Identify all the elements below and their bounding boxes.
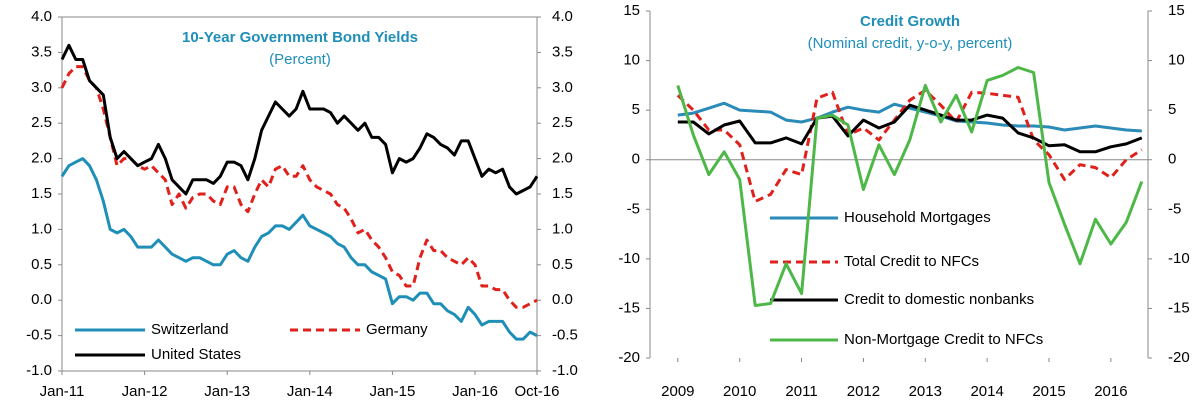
x-tick-label: 2009: [661, 383, 694, 400]
y2-tick-label: -0.5: [552, 327, 578, 344]
y2-tick-label: 15: [1168, 2, 1185, 19]
x-tick-label: 2012: [847, 383, 880, 400]
y2-tick-label: 3.5: [552, 43, 573, 60]
x-tick-label: 2016: [1094, 383, 1127, 400]
x-tick-label: 2010: [723, 383, 756, 400]
x-tick-label: Jan-13: [204, 383, 250, 400]
y-tick-label: 15: [623, 2, 640, 19]
y-tick-label: -5: [627, 200, 640, 217]
y2-tick-label: 3.0: [552, 79, 573, 96]
y2-tick-label: 4.0: [552, 8, 573, 25]
y-tick-label: -15: [618, 299, 640, 316]
y-tick-label: 0: [632, 151, 640, 168]
y2-tick-label: 2.5: [552, 114, 573, 131]
x-tick-label: Jan-12: [122, 383, 168, 400]
legend-label: Household Mortgages: [844, 209, 991, 226]
y2-tick-label: 0.5: [552, 256, 573, 273]
series-line: [676, 88, 1143, 203]
series-line: [60, 157, 538, 341]
y2-tick-label: -1.0: [552, 362, 578, 379]
y-tick-label: 3.0: [31, 79, 52, 96]
y2-tick-label: 5: [1168, 101, 1176, 118]
x-tick-label: Jan-14: [287, 383, 333, 400]
y2-tick-label: 1.5: [552, 185, 573, 202]
chart-subtitle: (Nominal credit, y-o-y, percent): [808, 35, 1013, 52]
y2-tick-label: 0: [1168, 151, 1176, 168]
legend-label: Total Credit to NFCs: [844, 253, 979, 270]
legend-label: Non-Mortgage Credit to NFCs: [844, 331, 1043, 348]
y-tick-label: 10: [623, 52, 640, 69]
y-tick-label: -20: [618, 349, 640, 366]
legend-label: United States: [151, 346, 241, 363]
chart: -1.0 -0.5 0.0 0.5 1.0 1.5 2.0 2.5 3.0 3.5 4.0 -1.0 -…: [26, 8, 578, 400]
series-line: [60, 65, 538, 309]
y-tick-label: -10: [618, 250, 640, 267]
y-tick-label: -1.0: [26, 362, 52, 379]
chart-subtitle: (Percent): [269, 51, 331, 68]
x-tick-label: 2014: [970, 383, 1003, 400]
x-tick-label: Oct-16: [514, 383, 559, 400]
y-tick-label: 0.5: [31, 256, 52, 273]
legend-label: Credit to domestic nonbanks: [844, 291, 1034, 308]
series-line: [676, 66, 1144, 307]
chart: -20 -15 -10 -5 0 5 10 15 -20 -15 -10 -5 0 5 10 15 2009 20…: [618, 2, 1189, 400]
x-tick-label: Jan-16: [452, 383, 498, 400]
plot-frame: [61, 16, 538, 372]
y2-tick-label: -20: [1168, 349, 1190, 366]
y-tick-label: 2.5: [31, 114, 52, 131]
legend-label: Germany: [366, 321, 428, 338]
y2-tick-label: 10: [1168, 52, 1185, 69]
y2-tick-label: -10: [1168, 250, 1190, 267]
x-tick-label: Jan-11: [40, 383, 85, 400]
y2-tick-label: -15: [1168, 299, 1190, 316]
y-tick-label: -0.5: [26, 327, 52, 344]
x-tick-label: Jan-15: [369, 383, 415, 400]
y-tick-label: 0.0: [31, 291, 52, 308]
legend-label: Switzerland: [151, 321, 229, 338]
series-line: [677, 103, 1143, 154]
x-tick-label: 2013: [909, 383, 942, 400]
y2-tick-label: 1.0: [552, 220, 573, 237]
chart-title: 10-Year Government Bond Yields: [182, 29, 418, 46]
y-tick-label: 3.5: [31, 43, 52, 60]
y-tick-label: 1.5: [31, 185, 52, 202]
y2-tick-label: 2.0: [552, 150, 573, 167]
x-tick-label: 2011: [785, 383, 817, 400]
y2-tick-label: -5: [1168, 200, 1181, 217]
y-tick-label: 2.0: [31, 150, 52, 167]
y-tick-label: 5: [632, 101, 640, 118]
x-tick-label: 2015: [1032, 383, 1065, 400]
series-line: [677, 101, 1142, 133]
y2-tick-label: 0.0: [552, 291, 573, 308]
y-tick-label: 4.0: [31, 8, 52, 25]
chart-title: Credit Growth: [860, 13, 960, 30]
y-tick-label: 1.0: [31, 220, 52, 237]
series-line: [60, 43, 539, 196]
